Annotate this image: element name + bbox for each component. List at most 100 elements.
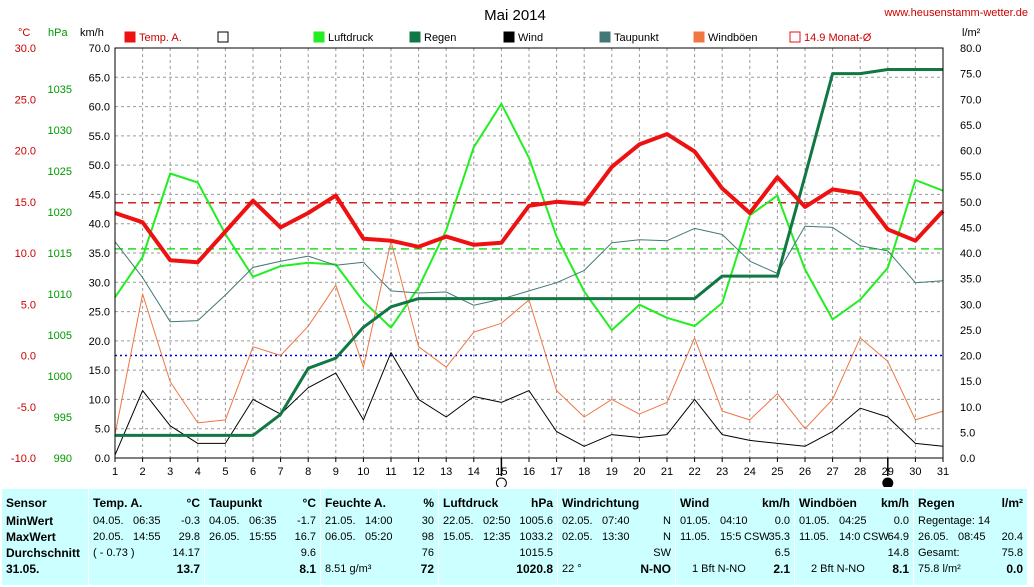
tick-label-rain: 10.0	[960, 402, 981, 414]
tick-label-speed: 35.0	[89, 248, 110, 260]
rain-total-val: 75.8	[1001, 547, 1023, 559]
tick-label-pressure: 1030	[48, 125, 72, 137]
gust-unit: km/h	[880, 496, 909, 510]
hum-max-val: 98	[421, 531, 434, 543]
temp-head: Temp. A.	[93, 496, 143, 510]
press-min-date: 22.05.	[443, 515, 474, 527]
wdir-max-time: 13:30	[602, 531, 630, 543]
wdir-min-time: 07:40	[602, 515, 630, 527]
wdir-max-date: 02.05.	[562, 531, 593, 543]
col-dewpoint: Taupunkt °C 04.05. 06:35 -1.7 26.05. 15:55 16…	[205, 489, 321, 585]
hum-abs: 8.51 g/m³	[325, 563, 372, 575]
wind-avg-val: 6.5	[774, 547, 790, 559]
temp-min-date: 04.05.	[93, 515, 124, 527]
wdir-avg-val: SW	[653, 547, 671, 559]
col-gust: Windböen km/h 01.05. 04:25 0.0 11.05. 14:0 CS…	[795, 489, 914, 585]
legend-label: Wind	[518, 32, 543, 44]
hum-current: 72	[420, 562, 434, 576]
dew-head: Taupunkt	[209, 496, 263, 510]
tick-label-rain: 20.0	[960, 351, 981, 363]
press-min-time: 02:50	[483, 515, 511, 527]
grid	[115, 48, 943, 458]
axes: 30.025.020.015.010.05.00.0-5.0-10.010351…	[11, 43, 982, 478]
tick-label-x: 28	[854, 466, 866, 478]
col-rain: Regen l/m² Regentage: 14 26.05. 08:45 20.4 …	[914, 489, 1028, 585]
tick-label-pressure: 1000	[48, 371, 72, 383]
legend-label: 14.9 Monat-Ø	[804, 32, 872, 44]
wdir-current: N-NO	[640, 562, 671, 576]
table-date: 31.05.	[6, 562, 40, 576]
tick-label-speed: 50.0	[89, 160, 110, 172]
dew-min-val: -1.7	[297, 515, 316, 527]
temp-current: 13.7	[176, 562, 200, 576]
dew-avg-val: 9.6	[300, 547, 316, 559]
hum-head: Feuchte A.	[325, 496, 386, 510]
temp-avg-val: 14.17	[172, 547, 200, 559]
temp-max-time: 14:55	[133, 531, 161, 543]
tick-label-speed: 30.0	[89, 277, 110, 289]
wdir-max-val: N	[663, 531, 671, 543]
rain-max-val: 20.4	[1001, 531, 1023, 543]
legend-label: Luftdruck	[328, 32, 374, 44]
tick-label-x: 1	[112, 466, 118, 478]
tick-label-x: 25	[771, 466, 783, 478]
press-avg-val: 1015.5	[519, 547, 553, 559]
series-line	[115, 68, 943, 437]
sensor-min: MinWert	[6, 514, 54, 528]
tick-label-pressure: 1010	[48, 289, 72, 301]
gust-max-dir: CSW	[863, 531, 889, 543]
new-moon-icon	[882, 477, 894, 487]
col-wind: Wind km/h 01.05. 04:10 0.0 11.05. 15:5 CSW 35.…	[676, 489, 795, 585]
temp-max-val: 29.8	[178, 531, 200, 543]
plot-frame	[114, 47, 944, 459]
tick-label-rain: 70.0	[960, 94, 981, 106]
tick-label-rain: 60.0	[960, 146, 981, 158]
tick-label-temp: 15.0	[15, 197, 36, 209]
dew-min-time: 06:35	[249, 515, 277, 527]
unit-pressure: hPa	[48, 27, 68, 39]
tick-label-pressure: 1005	[48, 330, 72, 342]
tick-label-rain: 50.0	[960, 197, 981, 209]
tick-label-pressure: 990	[54, 453, 72, 465]
gust-max-date: 11.05.	[799, 531, 829, 543]
temp-avg-note: ( - 0.73 )	[93, 547, 135, 559]
series-line	[114, 352, 944, 456]
tick-label-x: 30	[909, 466, 921, 478]
tick-label-temp: 0.0	[21, 351, 36, 363]
series-line	[114, 225, 944, 323]
rain-head: Regen	[918, 496, 955, 510]
tick-label-x: 23	[716, 466, 728, 478]
tick-label-speed: 40.0	[89, 219, 110, 231]
gust-max-time: 14:0	[839, 531, 861, 543]
tick-label-speed: 70.0	[89, 43, 110, 55]
tick-label-pressure: 1035	[48, 84, 72, 96]
tick-label-pressure: 1025	[48, 166, 72, 178]
tick-label-speed: 25.0	[89, 307, 110, 319]
press-unit: hPa	[530, 496, 553, 510]
gust-max-val: 64.9	[887, 531, 909, 543]
legend-label: Regen	[424, 32, 456, 44]
tick-label-rain: 65.0	[960, 120, 981, 132]
full-moon-icon	[495, 477, 507, 487]
dew-min-date: 04.05.	[209, 515, 240, 527]
hum-max-time: 05:20	[365, 531, 393, 543]
wind-unit: km/h	[761, 496, 790, 510]
hum-min-date: 21.05.	[325, 515, 356, 527]
rain-max-time: 08:45	[958, 531, 986, 543]
tick-label-speed: 20.0	[89, 336, 110, 348]
legend-swatch	[789, 31, 801, 43]
tick-label-x: 27	[826, 466, 838, 478]
legend-label: Taupunkt	[614, 32, 659, 44]
weather-chart: Mai 2014 www.heusenstamm-wetter.de °C hP…	[11, 7, 1028, 487]
tick-label-temp: 20.0	[15, 146, 36, 158]
press-max-val: 1033.2	[519, 531, 553, 543]
rain-unit: l/m²	[1001, 496, 1023, 510]
tick-label-temp: 30.0	[15, 43, 36, 55]
wind-max-time: 15:5	[720, 531, 742, 543]
tick-label-x: 10	[357, 466, 369, 478]
legend-swatch	[124, 31, 136, 43]
press-head: Luftdruck	[443, 496, 499, 510]
rain-month-val: 75.8 l/m²	[918, 563, 961, 575]
hum-max-date: 06.05.	[325, 531, 356, 543]
tick-label-x: 13	[440, 466, 452, 478]
